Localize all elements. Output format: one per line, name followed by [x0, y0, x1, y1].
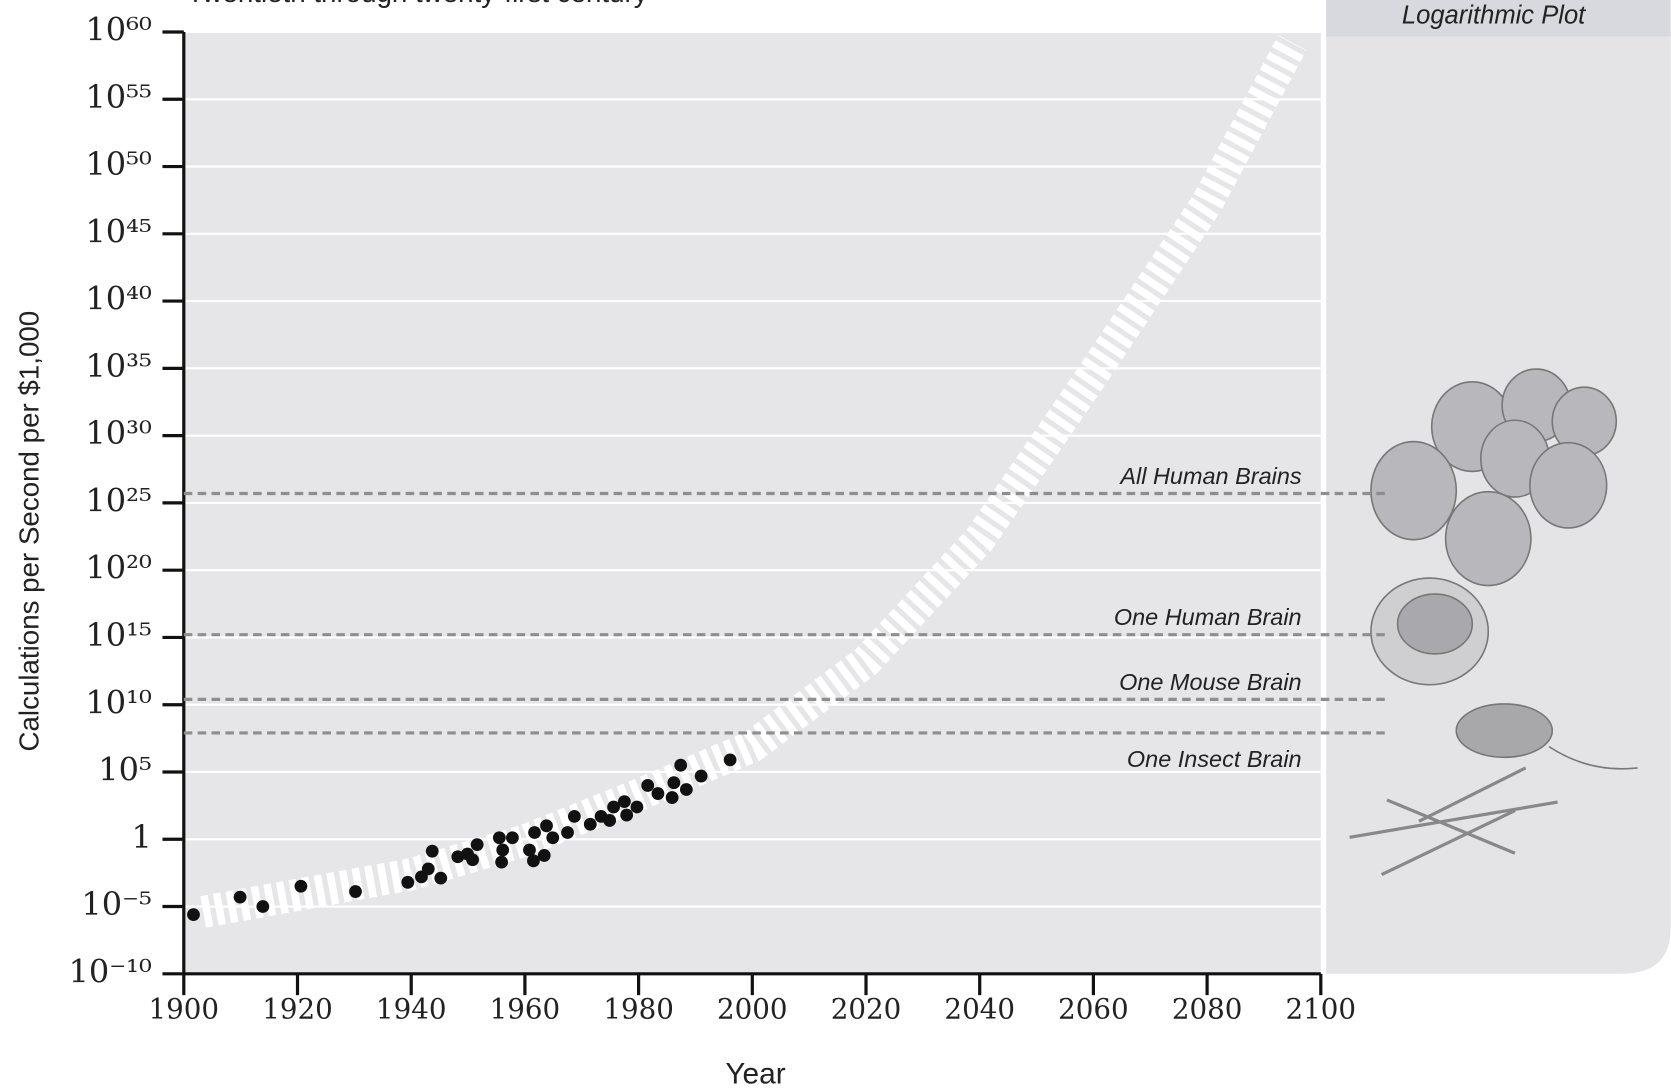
mouse-icon [1456, 704, 1552, 757]
y-tick-label: 10⁵⁰ [85, 145, 151, 183]
x-tick-label: 2020 [831, 993, 902, 1026]
data-point [187, 908, 200, 921]
x-tick-label: 1920 [262, 993, 333, 1026]
data-point [434, 872, 447, 885]
data-point [426, 845, 439, 858]
data-point [546, 831, 559, 844]
y-tick-label: 10¹⁵ [85, 616, 151, 654]
data-point [422, 862, 435, 875]
x-tick-label: 1980 [603, 993, 674, 1026]
data-point [695, 770, 708, 783]
panel-label: Logarithmic Plot [1402, 1, 1586, 29]
reference-label: One Mouse Brain [1119, 669, 1302, 695]
data-point [618, 795, 631, 808]
data-point [603, 814, 616, 827]
x-tick-label: 1960 [490, 993, 561, 1026]
y-tick-label: 10⁶⁰ [85, 11, 151, 49]
x-tick-label: 2080 [1172, 993, 1243, 1026]
data-point [295, 880, 308, 893]
subtitle: Twentieth through twenty-first century [187, 0, 648, 8]
data-point [540, 819, 553, 832]
y-tick-label: 10⁻⁵ [81, 885, 151, 923]
x-axis-label: Year [725, 1058, 785, 1089]
data-point [666, 791, 679, 804]
x-tick-label: 2060 [1058, 993, 1129, 1026]
data-point [680, 783, 693, 796]
head-icon [1530, 443, 1607, 528]
y-tick-label: 10²⁵ [85, 481, 151, 519]
chart: Logarithmic Plot Twentieth through twent… [0, 0, 1671, 1089]
reference-label: One Insect Brain [1127, 746, 1302, 772]
reference-label: One Human Brain [1114, 604, 1302, 630]
data-point [568, 810, 581, 823]
y-tick-label: 10²⁰ [85, 549, 151, 587]
y-tick-label: 10⁴⁰ [85, 280, 151, 318]
data-point [495, 856, 508, 869]
data-point [641, 779, 654, 792]
brain-icon [1398, 594, 1473, 654]
y-axis-label: Calculations per Second per $1,000 [14, 311, 45, 752]
data-point [471, 838, 484, 851]
data-point [674, 759, 687, 772]
y-tick-label: 10⁵⁵ [85, 78, 151, 116]
data-point [256, 900, 269, 913]
head-icon [1446, 492, 1531, 586]
x-tick-label: 2100 [1286, 993, 1357, 1026]
x-tick-label: 2000 [717, 993, 788, 1026]
data-point [652, 787, 665, 800]
data-point [506, 831, 519, 844]
data-point [667, 776, 680, 789]
head-icon [1371, 442, 1456, 540]
data-point [401, 876, 414, 889]
y-tick-label: 10³⁰ [85, 414, 151, 452]
reference-label: All Human Brains [1118, 463, 1301, 489]
y-tick-label: 10⁴⁵ [85, 212, 151, 250]
data-point [561, 826, 574, 839]
y-tick-label: 10¹⁰ [85, 683, 151, 721]
y-tick-label: 10⁵ [98, 751, 152, 789]
page: Logarithmic Plot Twentieth through twent… [0, 0, 1671, 1089]
data-point [466, 853, 479, 866]
data-point [620, 809, 633, 822]
data-point [234, 891, 247, 904]
y-tick-label: 10⁻¹⁰ [69, 952, 152, 990]
x-tick-label: 1940 [376, 993, 447, 1026]
data-point [584, 818, 597, 831]
data-point [528, 826, 541, 839]
data-point [493, 831, 506, 844]
data-point [724, 753, 737, 766]
data-point [349, 885, 362, 898]
y-tick-label: 1 [131, 818, 151, 856]
x-tick-label: 1900 [149, 993, 220, 1026]
x-tick-label: 2040 [944, 993, 1015, 1026]
data-point [496, 844, 509, 857]
y-tick-label: 10³⁵ [85, 347, 151, 385]
data-point [631, 801, 644, 814]
data-point [538, 849, 551, 862]
